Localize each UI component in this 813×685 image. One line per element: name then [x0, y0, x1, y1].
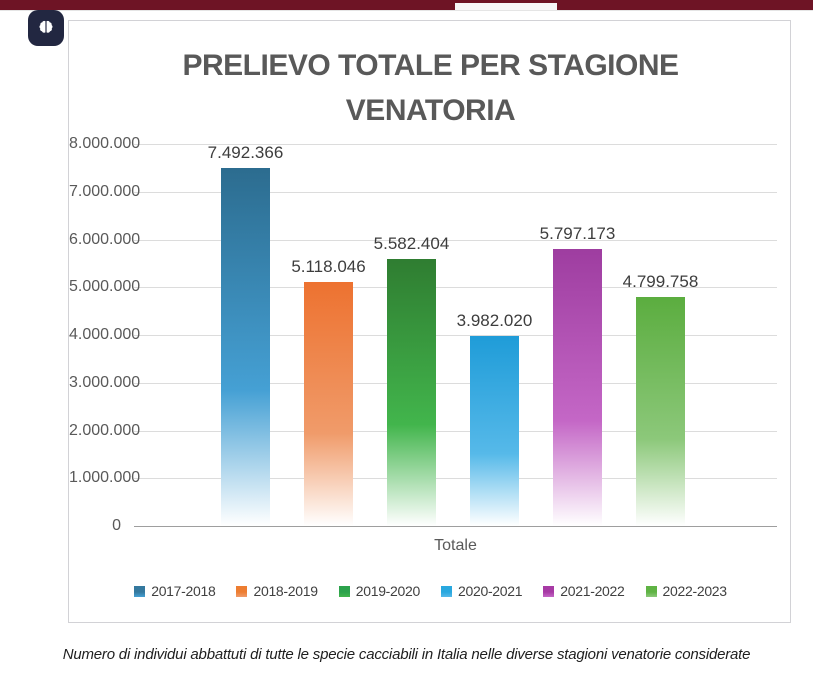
- bar-value-label: 5.118.046: [291, 256, 366, 276]
- y-tick-label: 1.000.000: [69, 469, 141, 487]
- gridline: [134, 335, 777, 336]
- chart-title-line-2: VENATORIA: [345, 94, 516, 127]
- y-tick-label: 6.000.000: [69, 230, 141, 248]
- y-tick-label: 0: [112, 517, 121, 534]
- figure-caption: Numero di individui abbattuti di tutte l…: [62, 646, 751, 663]
- chart-title: PRELIEVO TOTALE PER STAGIONE VENATORIA: [89, 43, 772, 133]
- gridline: [134, 382, 777, 384]
- bar-value-label: 5.797.173: [539, 224, 616, 244]
- legend-swatch: [543, 585, 555, 597]
- gridline: [134, 191, 777, 193]
- gridline: [134, 239, 777, 241]
- legend-swatch: [645, 585, 657, 597]
- y-tick-label: 4.000.000: [69, 326, 141, 343]
- bar-value-label: 7.492.366: [207, 143, 284, 163]
- legend-label: 2018-2019: [253, 583, 318, 599]
- gridline: [134, 144, 777, 145]
- y-tick-label: 8.000.000: [69, 135, 141, 152]
- legend-item-2022-2023: 2022-2023: [645, 583, 728, 599]
- bar-2017-2018: [221, 168, 270, 526]
- legend-swatch: [338, 585, 350, 597]
- legend-item-2019-2020: 2019-2020: [338, 583, 421, 599]
- legend-label: 2019-2020: [355, 583, 421, 599]
- gridline: [134, 287, 777, 289]
- y-tick-label: 3.000.000: [69, 373, 141, 391]
- legend-label: 2017-2018: [151, 583, 216, 599]
- legend-swatch: [134, 585, 146, 597]
- legend-swatch: [236, 585, 248, 597]
- bar-2018-2019: [304, 281, 353, 526]
- legend-label: 2021-2022: [560, 583, 625, 599]
- gridline: [134, 430, 777, 432]
- x-axis-label: Totale: [434, 537, 477, 554]
- legend-item-2020-2021: 2020-2021: [441, 583, 523, 599]
- bar-value-label: 3.982.020: [456, 310, 533, 330]
- chart-card: PRELIEVO TOTALE PER STAGIONE VENATORIA 0…: [68, 20, 791, 623]
- legend-item-2017-2018: 2017-2018: [134, 583, 216, 599]
- bar-2022-2023: [636, 296, 685, 526]
- chart-legend: 2017-2018 2018-2019 2019-2020 2020-2021 2021…: [69, 583, 792, 599]
- legend-label: 2022-2023: [662, 583, 728, 599]
- x-axis-line: [134, 526, 777, 527]
- y-tick-label: 2.000.000: [69, 421, 141, 439]
- legend-item-2018-2019: 2018-2019: [236, 583, 318, 599]
- legend-swatch: [441, 585, 452, 597]
- bar-2021-2022: [553, 249, 602, 526]
- topbar-notch: [455, 3, 557, 10]
- brain-icon: [36, 18, 56, 38]
- brain-badge-button[interactable]: [28, 10, 64, 46]
- y-tick-label: 5.000.000: [69, 278, 141, 296]
- gridline: [134, 478, 777, 480]
- bar-2020-2021: [470, 335, 519, 526]
- y-tick-label: 7.000.000: [69, 182, 141, 200]
- legend-label: 2020-2021: [458, 583, 523, 599]
- bar-value-label: 4.799.758: [622, 271, 699, 291]
- bar-chart-plot: 0 1.000.000 2.000.000 3.000.000 4.000.000 5.0…: [69, 21, 792, 624]
- top-accent-bar: [0, 0, 813, 10]
- legend-item-2021-2022: 2021-2022: [543, 583, 625, 599]
- chart-title-line-1: PRELIEVO TOTALE PER STAGIONE: [182, 49, 679, 82]
- bar-2019-2020: [387, 259, 436, 526]
- bar-value-label: 5.582.404: [373, 234, 450, 254]
